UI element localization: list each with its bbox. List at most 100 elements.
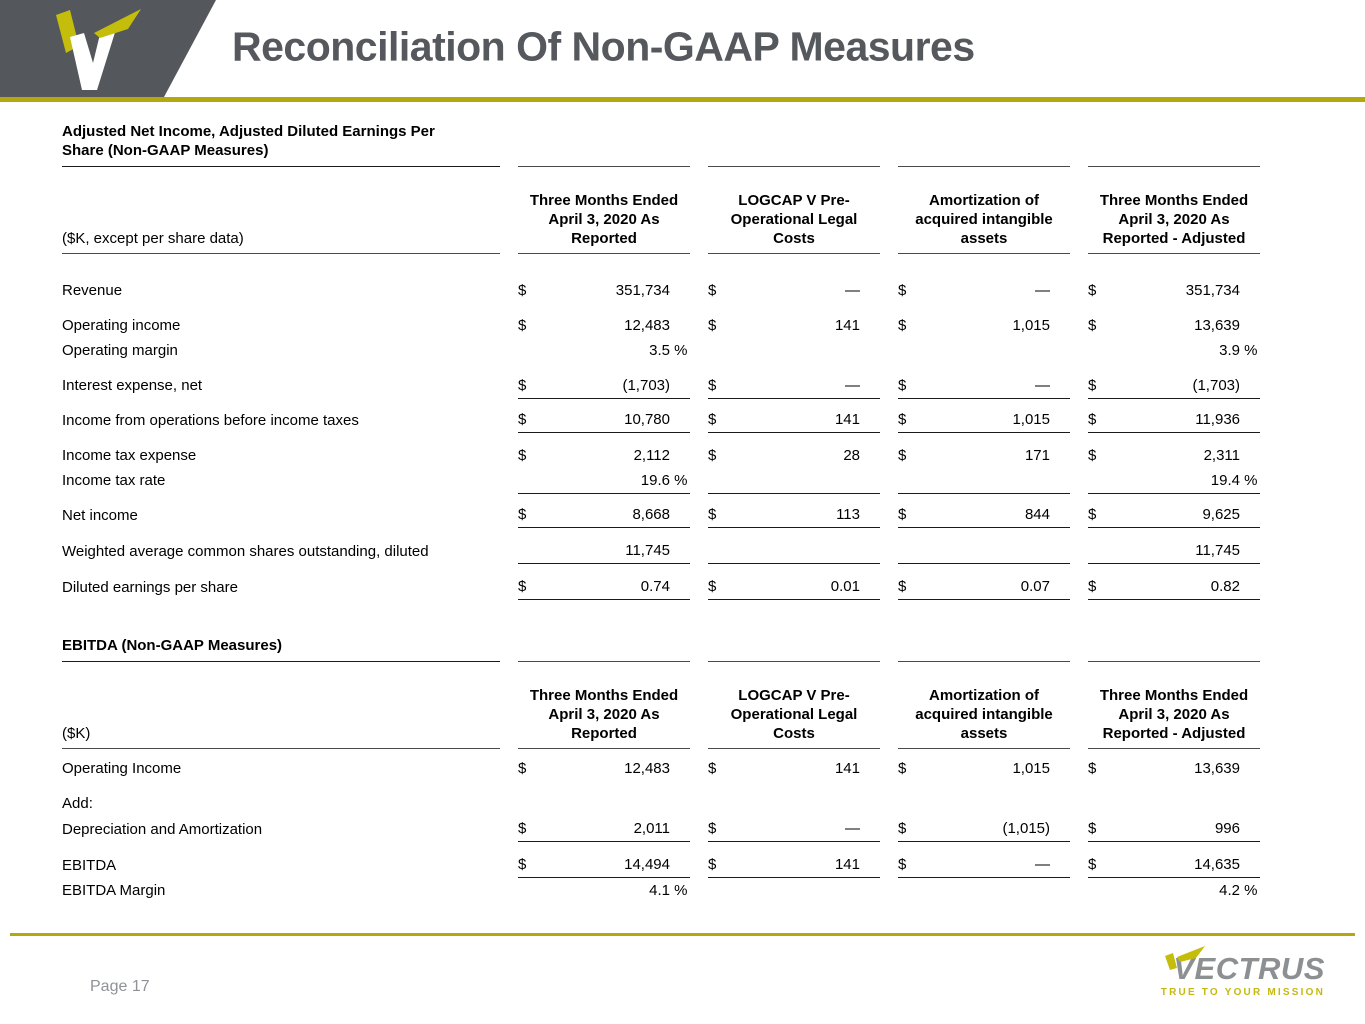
value: 12,483 (624, 317, 670, 334)
dollar-sign: $ (1088, 820, 1097, 837)
amount-cell: $14,635 (1088, 842, 1260, 878)
value: 4.1 (649, 882, 670, 899)
amount: $13,639 (1088, 316, 1260, 335)
slide-header: Reconciliation Of Non-GAAP Measures (0, 0, 1365, 102)
percent-suffix (670, 376, 690, 395)
percent-suffix (1050, 577, 1070, 596)
percent-suffix (1240, 410, 1260, 429)
amount-cell (708, 528, 880, 564)
dollar-sign: $ (898, 578, 907, 595)
amount: 3.9 % (1088, 341, 1260, 360)
amount-cell: 3.5 % (518, 338, 690, 363)
amount-cell: $ — (708, 254, 880, 303)
percent-suffix (860, 855, 880, 874)
amount: $14,494 (518, 855, 690, 874)
amount: $2,011 (518, 819, 690, 838)
percent-suffix (1240, 446, 1260, 465)
percent-suffix (860, 505, 880, 524)
dollar-sign: $ (898, 317, 907, 334)
value: 141 (834, 411, 860, 428)
percent-suffix (860, 316, 880, 335)
row-label: Operating income (62, 317, 181, 334)
row-label: EBITDA Margin (62, 882, 166, 899)
row-label: Income tax rate (62, 472, 166, 489)
dollar-sign: $ (518, 411, 527, 428)
column-top-rule (708, 122, 880, 167)
amount-cell: $9,625 (1088, 493, 1260, 528)
amount-cell: $2,112 (518, 433, 690, 468)
amount: 11,745 (1088, 541, 1260, 560)
amount-cell (708, 878, 880, 903)
amount: $12,483 (518, 759, 690, 778)
dollar-sign: $ (1088, 317, 1097, 334)
value: 12,483 (624, 760, 670, 777)
amount (898, 541, 1070, 560)
amount-cell: $12,483 (518, 749, 690, 781)
amount-cell: $844 (898, 493, 1070, 528)
value: 19.4 (1210, 472, 1240, 489)
amount-cell: $14,494 (518, 842, 690, 878)
amount: $2,112 (518, 446, 690, 465)
value: 11,745 (625, 542, 670, 559)
amount-cell: $141 (708, 749, 880, 781)
dollar-sign: $ (1088, 411, 1097, 428)
amount: $12,483 (518, 316, 690, 335)
value: (1,703) (622, 377, 670, 394)
dollar-sign: $ (708, 760, 717, 777)
amount-cell (708, 468, 880, 493)
amount: $ — (708, 376, 880, 395)
percent-suffix (1050, 316, 1070, 335)
column-top-rule (898, 122, 1070, 167)
percent-suffix (1050, 819, 1070, 838)
dollar-sign: $ (518, 447, 527, 464)
value: — (1035, 377, 1050, 394)
percent-suffix (1240, 376, 1260, 395)
ebitda-table: EBITDA (Non-GAAP Measures) ($K) Three Mont… (44, 636, 1278, 903)
percent-suffix (1050, 281, 1070, 300)
percent-suffix (670, 855, 690, 874)
vectrus-v-logo-icon (48, 6, 143, 95)
value: 844 (1024, 506, 1050, 523)
amount: 19.6 % (518, 471, 690, 490)
amount: $171 (898, 446, 1070, 465)
row-label: Net income (62, 507, 138, 524)
value: 351,734 (615, 282, 670, 299)
section-title-text: EBITDA (Non-GAAP Measures) (62, 637, 283, 654)
row-label: Weighted average common shares outstandi… (62, 543, 429, 560)
value: 996 (1214, 820, 1240, 837)
percent-suffix (1050, 505, 1070, 524)
percent-suffix: % (1240, 472, 1258, 489)
dollar-sign: $ (708, 411, 717, 428)
table-row: EBITDA Margin 4.1 % 4.2 % (62, 878, 1260, 903)
amount: $844 (898, 505, 1070, 524)
amount-cell: 19.4 % (1088, 468, 1260, 493)
amount-cell: $141 (708, 842, 880, 878)
dollar-sign: $ (1088, 578, 1097, 595)
amount-cell (1088, 781, 1260, 816)
percent-suffix (1240, 577, 1260, 596)
percent-suffix (860, 819, 880, 838)
row-label: Operating margin (62, 342, 178, 359)
amount: $141 (708, 316, 880, 335)
amount-cell: $ — (708, 363, 880, 398)
content-area: Adjusted Net Income, Adjusted Diluted Ea… (44, 122, 1324, 903)
unit-label: ($K) (62, 662, 500, 749)
amount: $141 (708, 410, 880, 429)
percent-suffix (1050, 855, 1070, 874)
value: 171 (1024, 447, 1050, 464)
percent-suffix (670, 446, 690, 465)
value: 4.2 (1219, 882, 1240, 899)
table-row: Operating margin 3.5 % 3.9 % (62, 338, 1260, 363)
dollar-sign: $ (518, 506, 527, 523)
value: 2,112 (633, 447, 670, 464)
column-header: Three Months Ended April 3, 2020 As Repo… (518, 662, 690, 749)
value: 2,311 (1203, 447, 1240, 464)
value: 10,780 (624, 411, 670, 428)
value: (1,015) (1002, 820, 1050, 837)
dollar-sign: $ (898, 856, 907, 873)
value: 9,625 (1202, 506, 1240, 523)
value: 3.5 (649, 342, 670, 359)
page-number: Page 17 (90, 978, 150, 995)
amount-cell: $141 (708, 398, 880, 433)
amount-cell: $0.07 (898, 564, 1070, 600)
